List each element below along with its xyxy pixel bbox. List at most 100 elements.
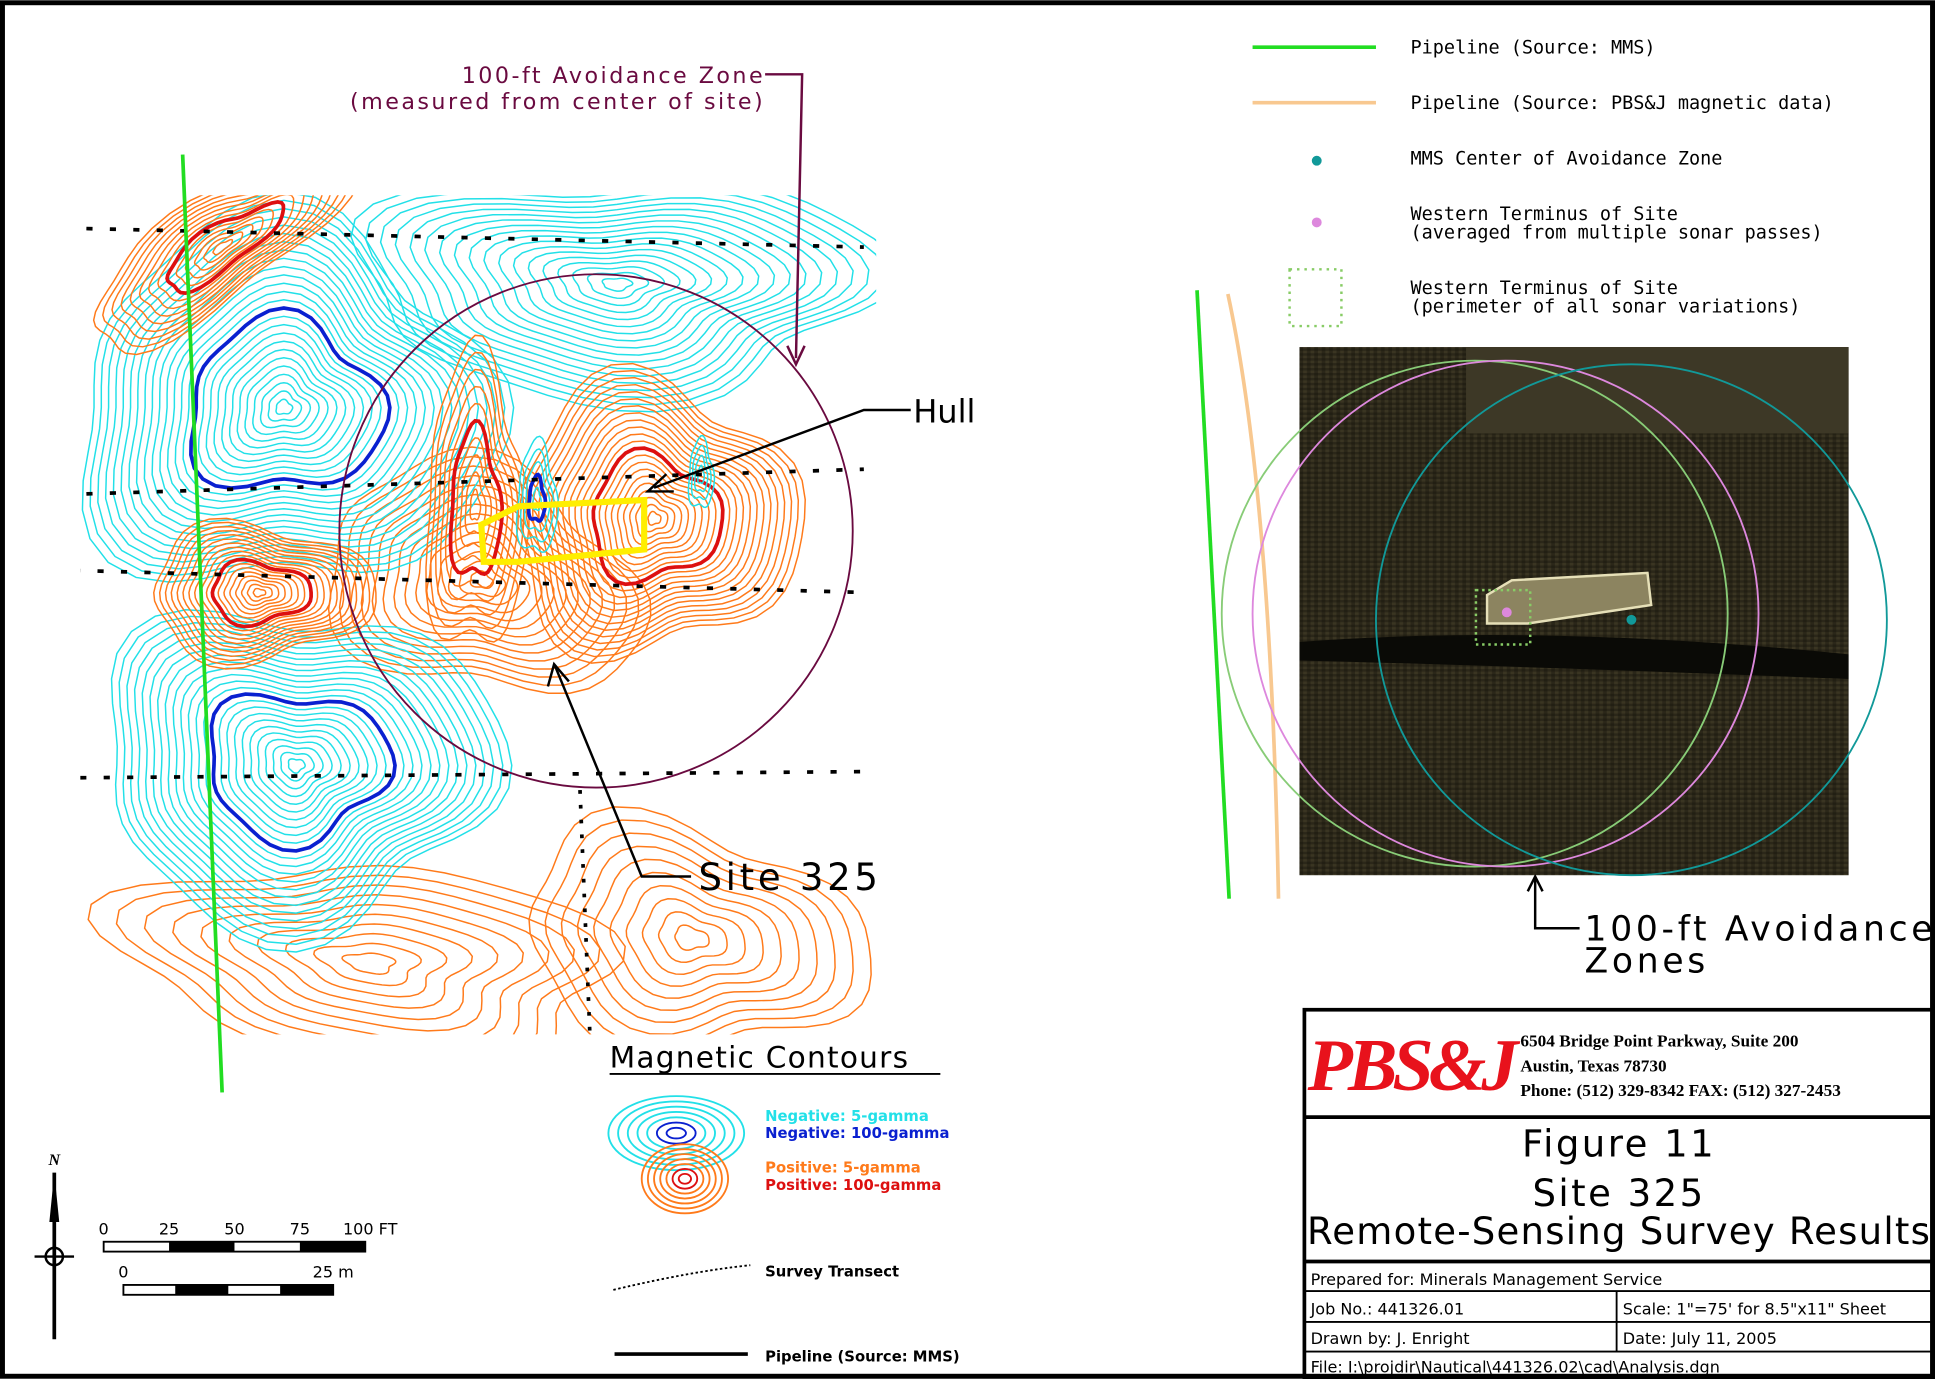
contour-line: [580, 433, 738, 599]
contour-line: [128, 241, 462, 543]
contour-line: [120, 232, 471, 550]
pipeline-mms: [1195, 290, 1231, 899]
label: 100-ft Avoidance: [1585, 910, 1935, 950]
contour-line: [693, 454, 709, 493]
contour-line: [525, 369, 800, 658]
contour-line: [193, 546, 332, 641]
contour-line: [382, 493, 591, 654]
contour-map: [80, 195, 877, 1035]
contour-line: [176, 534, 351, 653]
contour-line: [576, 845, 818, 1023]
contour-line: [469, 570, 495, 590]
label: Phone: (512) 329-8342 FAX: (512) 327-245…: [1520, 1081, 1841, 1100]
label: 75: [290, 1219, 310, 1238]
contour-line: [172, 660, 441, 891]
contour-line: [252, 587, 267, 598]
leader: [1533, 878, 1580, 930]
contour-line: [244, 365, 329, 442]
contour-line: [135, 249, 453, 536]
label: (averaged from multiple sonar passes): [1411, 222, 1823, 243]
arrowhead: [546, 661, 570, 687]
label: PBS&J: [1307, 1025, 1521, 1107]
contour-line: [182, 299, 400, 496]
contour-line: [448, 418, 504, 577]
label: 6504 Bridge Point Parkway, Suite 200: [1520, 1032, 1798, 1051]
legend-contour: [607, 1095, 746, 1172]
label: Magnetic Contours: [610, 1041, 910, 1075]
contour-line: [394, 197, 854, 392]
contour-line: [267, 390, 303, 422]
legend-contour: [677, 1172, 692, 1185]
contour-line: [143, 884, 575, 1035]
contour-line: [338, 455, 640, 686]
contour-line: [544, 819, 854, 1035]
label: Survey Transect: [765, 1263, 899, 1280]
legend-contour: [659, 1158, 711, 1200]
mms-center: [1626, 614, 1637, 625]
contour-line: [188, 542, 338, 645]
contour-line: [498, 237, 744, 342]
contour-line: [111, 195, 339, 340]
label: Hull: [913, 392, 975, 430]
contour-line: [110, 609, 513, 953]
sonar-shadow: [1299, 635, 1849, 680]
contour-line: [138, 195, 314, 317]
contour-line: [133, 628, 486, 930]
contour-line: [236, 357, 338, 449]
avoidance-circle: [338, 273, 854, 789]
contour-line: [202, 231, 244, 264]
contour-line: [519, 448, 555, 543]
sonar-detail: [1299, 347, 1849, 680]
label: Austin, Texas 78730: [1520, 1056, 1666, 1075]
label: Western Terminus of Site: [1411, 278, 1678, 299]
contour-line: [542, 254, 697, 321]
contour-line: [200, 903, 525, 1032]
label: (perimeter of all sonar variations): [1411, 296, 1801, 317]
scale-bar: [280, 1284, 334, 1295]
label: Prepared for: Minerals Management Servic…: [1311, 1270, 1663, 1289]
contour-line: [234, 575, 286, 611]
contour-line: [102, 195, 346, 348]
contour-line: [562, 412, 758, 618]
leader: [765, 73, 804, 359]
terminus-perimeter: [1474, 588, 1532, 646]
contour-line: [424, 208, 823, 378]
contour-line: [120, 195, 331, 333]
contour-line: [228, 913, 499, 1021]
contour-line: [393, 503, 579, 646]
legend-contour: [646, 1148, 723, 1210]
pipeline-mms: [180, 154, 224, 1093]
contour-line: [287, 758, 306, 774]
legend-contour: [665, 1163, 705, 1195]
legend-swatch: [1288, 268, 1343, 328]
label: Job No.: 441326.01: [1310, 1300, 1465, 1319]
contour-line: [221, 340, 356, 463]
label: Scale: 1"=75' for 8.5"x11" Sheet: [1623, 1300, 1886, 1319]
contour-line: [205, 323, 373, 476]
contour-line: [104, 216, 488, 563]
contour-line: [453, 220, 791, 363]
contour-line: [195, 680, 414, 868]
legend-contour: [640, 1143, 730, 1215]
contour-line: [349, 465, 628, 678]
contour-line: [164, 525, 364, 662]
contour-line: [166, 282, 418, 510]
contour-line: [622, 482, 690, 553]
contour-line: [557, 260, 681, 314]
label: Pipeline (Source: PBS&J magnetic data): [1411, 93, 1834, 114]
label: 0: [99, 1219, 109, 1238]
contour-line: [118, 615, 504, 945]
contour-line: [341, 952, 397, 975]
contour-line: [550, 398, 772, 632]
survey-swatch: [613, 1264, 751, 1291]
contour-line: [165, 200, 286, 295]
contour-line: [593, 858, 800, 1011]
contour-line: [280, 751, 315, 782]
contour-line: [438, 214, 807, 371]
contour-line: [531, 486, 542, 512]
scale-bar: [169, 1241, 235, 1252]
contour-line: [350, 195, 877, 413]
contour-line: [228, 348, 347, 456]
label: 25: [159, 1219, 179, 1238]
